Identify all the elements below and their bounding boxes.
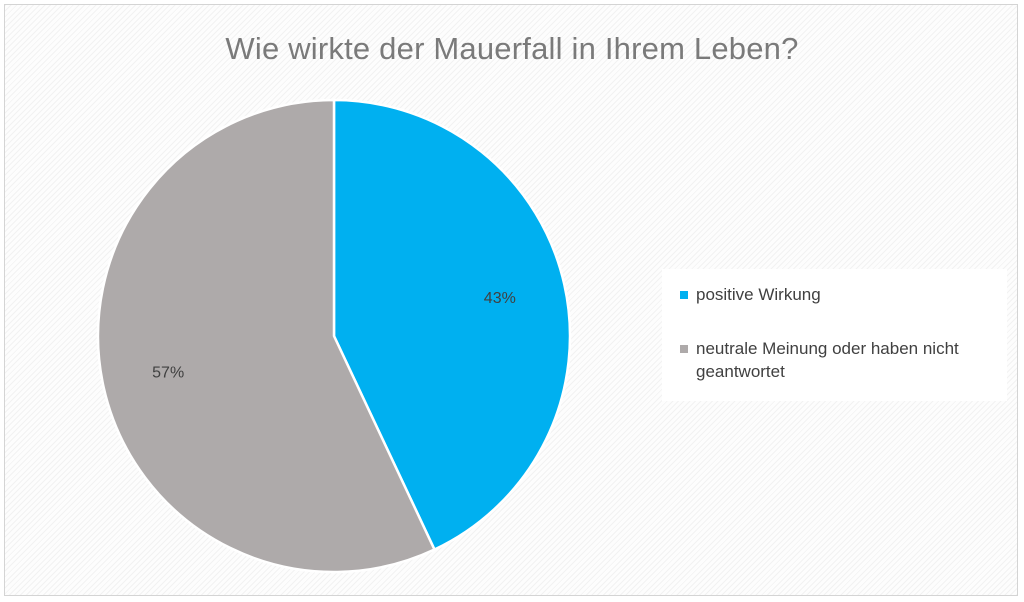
data-label-neutral: 57% (152, 364, 184, 381)
pie-slice-neutral (96, 98, 436, 574)
legend-item-neutral: neutrale Meinung oder haben nicht geantw… (680, 337, 997, 383)
chart-area: Wie wirkte der Mauerfall in Ihrem Leben?… (4, 4, 1018, 596)
chart-legend: positive Wirkung neutrale Meinung oder h… (662, 269, 1007, 401)
legend-label-neutral: neutrale Meinung oder haben nicht geantw… (696, 339, 959, 381)
legend-label-positive: positive Wirkung (696, 285, 821, 304)
chart-title: Wie wirkte der Mauerfall in Ihrem Leben? (225, 31, 799, 66)
data-label-positive: 43% (484, 290, 516, 307)
pie-slice-positive (332, 98, 572, 551)
pie-chart: 43% 57% (96, 98, 572, 574)
legend-swatch-neutral (680, 345, 688, 353)
legend-swatch-positive (680, 291, 688, 299)
legend-item-positive: positive Wirkung (680, 283, 997, 306)
